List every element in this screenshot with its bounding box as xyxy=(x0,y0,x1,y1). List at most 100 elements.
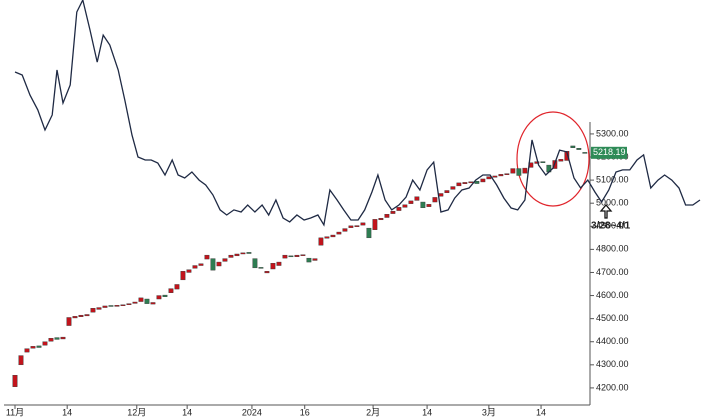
candle xyxy=(96,307,102,310)
candle xyxy=(12,375,18,387)
arrow-icon xyxy=(599,203,613,219)
candle xyxy=(492,175,498,178)
x-tick-label: 16 xyxy=(300,407,310,417)
candle xyxy=(300,254,306,256)
candle xyxy=(378,218,384,221)
candle xyxy=(168,288,174,293)
candle xyxy=(486,176,492,180)
candle xyxy=(120,304,126,306)
candle xyxy=(174,284,180,290)
candle xyxy=(24,348,30,353)
x-tick-label: 12月 xyxy=(127,407,146,417)
x-tick-label: 11月 xyxy=(6,407,24,417)
candle xyxy=(246,252,252,254)
candle xyxy=(318,237,324,246)
candle xyxy=(294,254,300,257)
y-tick-label: 4200.00 xyxy=(596,382,629,392)
candle xyxy=(192,265,198,269)
candle xyxy=(522,167,528,174)
candle xyxy=(60,336,66,340)
candle xyxy=(90,308,96,313)
candle xyxy=(276,261,282,266)
candle xyxy=(444,190,450,194)
candle xyxy=(480,178,486,183)
candle xyxy=(462,182,468,184)
candle xyxy=(348,225,354,228)
candle xyxy=(144,298,150,304)
candle xyxy=(36,345,42,348)
candle xyxy=(270,263,276,270)
candle xyxy=(204,254,210,260)
candle xyxy=(390,211,396,214)
x-tick-label: 2月 xyxy=(366,407,380,417)
candle xyxy=(30,346,36,349)
candle xyxy=(384,214,390,218)
candle xyxy=(258,267,264,269)
candle xyxy=(330,234,336,238)
candle xyxy=(498,174,504,177)
candle xyxy=(132,301,138,304)
candle xyxy=(180,271,186,281)
indicator-line xyxy=(14,0,701,227)
candle xyxy=(264,271,270,274)
candle xyxy=(360,222,366,226)
candle xyxy=(234,253,240,257)
candle xyxy=(222,258,228,262)
candle xyxy=(570,145,576,148)
candle xyxy=(102,305,108,308)
candle xyxy=(456,182,462,187)
x-tick-label: 14 xyxy=(536,407,546,417)
candle xyxy=(558,159,564,162)
candle xyxy=(420,201,426,209)
candle xyxy=(198,263,204,266)
candle xyxy=(282,254,288,259)
candle xyxy=(540,161,546,163)
y-tick-label: 5000.00 xyxy=(596,198,629,208)
y-tick-label: 4800.00 xyxy=(596,244,629,254)
y-tick-label: 4500.00 xyxy=(596,313,629,323)
y-tick-label: 4600.00 xyxy=(596,290,629,300)
candle xyxy=(210,258,216,271)
x-tick-label: 14 xyxy=(182,407,192,417)
x-tick-label: 14 xyxy=(422,407,432,417)
candle xyxy=(216,261,222,267)
candle xyxy=(342,228,348,232)
candle xyxy=(534,161,540,164)
x-tick-label: 2024 xyxy=(242,407,262,417)
candle xyxy=(372,219,378,230)
candle xyxy=(474,181,480,184)
y-tick-label: 4300.00 xyxy=(596,359,629,369)
candle xyxy=(312,258,318,261)
candle xyxy=(48,338,54,342)
annotation: 3/28~4/1 xyxy=(591,221,631,232)
candle xyxy=(324,236,330,239)
candle xyxy=(162,294,168,297)
x-tick-label: 14 xyxy=(62,407,72,417)
candle xyxy=(114,305,120,307)
candle xyxy=(510,168,516,174)
y-tick-label: 4900.00 xyxy=(596,221,629,231)
candle xyxy=(414,196,420,201)
candle xyxy=(288,255,294,258)
candle xyxy=(396,207,402,211)
candle xyxy=(306,257,312,263)
candle xyxy=(252,258,258,269)
candle xyxy=(354,225,360,227)
x-tick-label: 3月 xyxy=(482,407,496,417)
candle xyxy=(108,305,114,307)
candle xyxy=(18,355,24,366)
candle xyxy=(228,254,234,258)
candle xyxy=(366,227,372,239)
y-tick-label: 5100.00 xyxy=(596,174,629,184)
candle xyxy=(402,204,408,208)
candle xyxy=(240,252,246,255)
candle xyxy=(42,341,48,346)
candle xyxy=(156,295,162,300)
candle xyxy=(582,152,588,154)
candle xyxy=(66,317,72,326)
candle xyxy=(150,302,156,305)
candle xyxy=(408,200,414,204)
candle xyxy=(576,148,582,150)
candle xyxy=(432,197,438,203)
